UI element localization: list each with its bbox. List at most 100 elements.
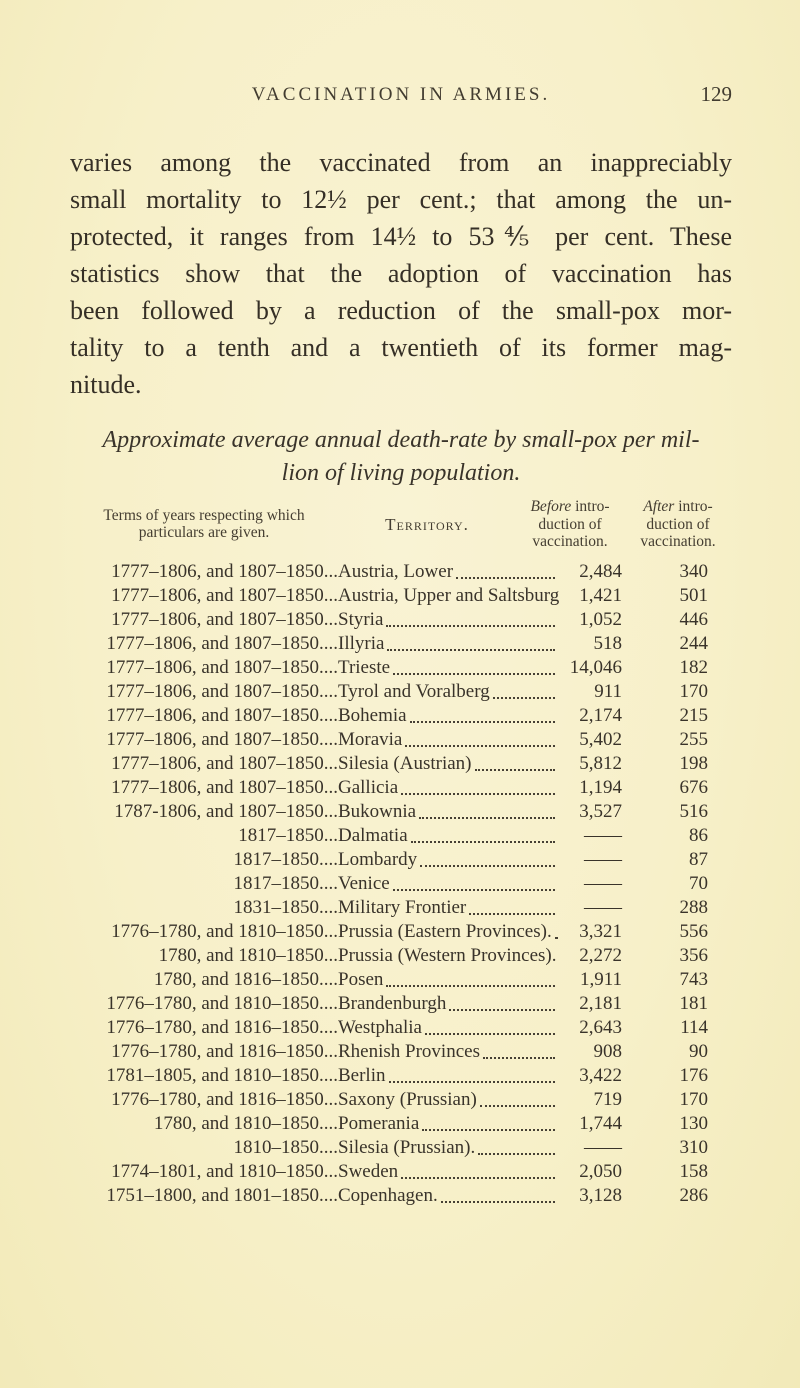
table-row: 1780, and 1816–1850.... Posen 1,911 743	[70, 968, 732, 992]
table-header-row: Terms of years respecting which particul…	[70, 498, 732, 551]
dot-leader	[409, 720, 555, 723]
territory-name: Tyrol and Voralberg	[338, 680, 490, 702]
paragraph-last-line: nitude.	[70, 370, 142, 399]
dot-leader	[405, 744, 555, 747]
row-terms-of-years: 1781–1805, and 1810–1850....	[106, 1064, 338, 1086]
paragraph-line: statistics show that the adoption of vac…	[70, 259, 732, 288]
row-terms-of-years: 1777–1806, and 1807–1850...	[111, 776, 338, 798]
row-before-value: 911	[594, 680, 622, 702]
row-territory: Lombardy	[338, 848, 558, 872]
row-before-value: 1,744	[579, 1112, 622, 1134]
territory-name: Bohemia	[338, 704, 407, 726]
row-terms-of-years: 1777–1806, and 1807–1850....	[106, 704, 338, 726]
row-territory: Venice	[338, 872, 558, 896]
table-row: 1780, and 1810–1850... Prussia (Western …	[70, 944, 732, 968]
table-row: 1777–1806, and 1807–1850... Styria 1,052…	[70, 608, 732, 632]
table-row: 1777–1806, and 1807–1850... Austria, Upp…	[70, 584, 732, 608]
header-before-line-1: Before intro-	[516, 498, 624, 516]
table-caption: Approximate average annual death-rate by…	[70, 424, 732, 490]
territory-name: Trieste	[338, 656, 391, 678]
header-after-line-3: vaccination.	[640, 533, 716, 550]
territory-name: Posen	[338, 968, 384, 990]
dot-leader	[492, 696, 555, 699]
row-territory: Westphalia	[338, 1016, 558, 1040]
territory-name: Styria	[338, 608, 384, 630]
territory-name: Austria, Upper and Saltsburg	[338, 584, 560, 606]
header-after-vaccination: After intro- duction of vaccination.	[624, 498, 732, 551]
paragraph-line: tality to a tenth and a twentieth of its…	[70, 333, 732, 362]
table-row: 1776–1780, and 1810–1850.... Brandenburg…	[70, 992, 732, 1016]
dot-leader	[401, 1176, 555, 1179]
row-after-value: 170	[679, 680, 709, 702]
row-after-value: 288	[679, 896, 709, 918]
territory-name: Brandenburgh	[338, 992, 447, 1014]
row-after-value: 181	[679, 992, 709, 1014]
row-terms-of-years: 1777–1806, and 1807–1850....	[106, 656, 338, 678]
table-row: 1776–1780, and 1816–1850... Saxony (Prus…	[70, 1088, 732, 1112]
row-territory: Moravia	[338, 728, 558, 752]
row-terms-of-years: 1780, and 1810–1850...	[158, 944, 338, 966]
row-after-value: 501	[679, 584, 709, 606]
territory-name: Rhenish Provinces	[338, 1040, 480, 1062]
row-after-value: 286	[679, 1184, 709, 1206]
dot-leader	[388, 1080, 555, 1083]
table-row: 1777–1806, and 1807–1850... Gallicia 1,1…	[70, 776, 732, 800]
paragraph-line: been followed by a reduction of the smal…	[70, 296, 732, 325]
territory-name: Military Frontier	[338, 896, 467, 918]
row-before-value: 1,194	[579, 776, 622, 798]
table-caption-line-2: lion of living population.	[281, 460, 521, 486]
row-before-value: ——	[584, 824, 622, 846]
row-terms-of-years: 1777–1806, and 1807–1850...	[111, 608, 338, 630]
table-row: 1776–1780, and 1816–1850... Rhenish Prov…	[70, 1040, 732, 1064]
table-row: 1776–1780, and 1816–1850.... Westphalia …	[70, 1016, 732, 1040]
territory-name: Illyria	[338, 632, 385, 654]
row-before-value: 2,181	[579, 992, 622, 1014]
table-row: 1817–1850.... Venice —— 70	[70, 872, 732, 896]
table-caption-line-1: Approximate average annual death-rate by…	[102, 427, 700, 453]
row-after-value: 244	[679, 632, 709, 654]
row-after-value: 114	[680, 1016, 708, 1038]
row-after-value: 743	[679, 968, 709, 990]
row-terms-of-years: 1776–1780, and 1816–1850...	[111, 1088, 338, 1110]
dot-leader	[440, 1200, 555, 1203]
dot-leader	[474, 768, 555, 771]
header-after-line-1: After intro-	[624, 498, 732, 516]
row-terms-of-years: 1776–1780, and 1810–1850...	[111, 920, 338, 942]
row-after-value: 86	[689, 824, 708, 846]
table-row: 1776–1780, and 1810–1850... Prussia (Eas…	[70, 920, 732, 944]
row-after-value: 356	[679, 944, 709, 966]
page-number: 129	[700, 82, 733, 106]
table-row: 1780, and 1810–1850.... Pomerania 1,744 …	[70, 1112, 732, 1136]
table-row: 1774–1801, and 1810–1850... Sweden 2,050…	[70, 1160, 732, 1184]
row-after-value: 255	[679, 728, 709, 750]
row-after-value: 198	[679, 752, 709, 774]
row-before-value: ——	[584, 1136, 622, 1158]
dot-leader	[410, 840, 555, 843]
table-row: 1817–1850.... Lombardy —— 87	[70, 848, 732, 872]
territory-name: Silesia (Austrian)	[338, 752, 472, 774]
row-terms-of-years: 1774–1801, and 1810–1850...	[111, 1160, 338, 1182]
territory-name: Silesia (Prussian).	[338, 1136, 476, 1158]
territory-name: Bukownia	[338, 800, 417, 822]
row-before-value: 1,052	[579, 608, 622, 630]
row-territory: Sweden	[338, 1160, 558, 1184]
dot-leader	[449, 1008, 555, 1011]
row-terms-of-years: 1777–1806, and 1807–1850...	[111, 752, 338, 774]
body-paragraph: varies among the vaccinated from an inap…	[70, 144, 732, 403]
row-before-value: 1,911	[579, 968, 622, 990]
row-terms-of-years: 1776–1780, and 1816–1850...	[111, 1040, 338, 1062]
territory-name: Saxony (Prussian)	[338, 1088, 477, 1110]
header-after-line-2: duction of	[646, 515, 710, 533]
table-row: 1751–1800, and 1801–1850.... Copenhagen.…	[70, 1184, 732, 1208]
dot-leader	[393, 672, 555, 675]
row-terms-of-years: 1810–1850....	[233, 1136, 339, 1158]
row-territory: Austria, Lower	[338, 560, 558, 584]
row-after-value: 556	[679, 920, 709, 942]
row-before-value: ——	[584, 872, 622, 894]
header-terms: Terms of years respecting which particul…	[70, 507, 338, 542]
row-territory: Bohemia	[338, 704, 558, 728]
row-territory: Saxony (Prussian)	[338, 1088, 558, 1112]
row-territory: Bukownia	[338, 800, 558, 824]
dot-leader	[422, 1128, 555, 1131]
header-before-word: Before	[530, 498, 572, 515]
